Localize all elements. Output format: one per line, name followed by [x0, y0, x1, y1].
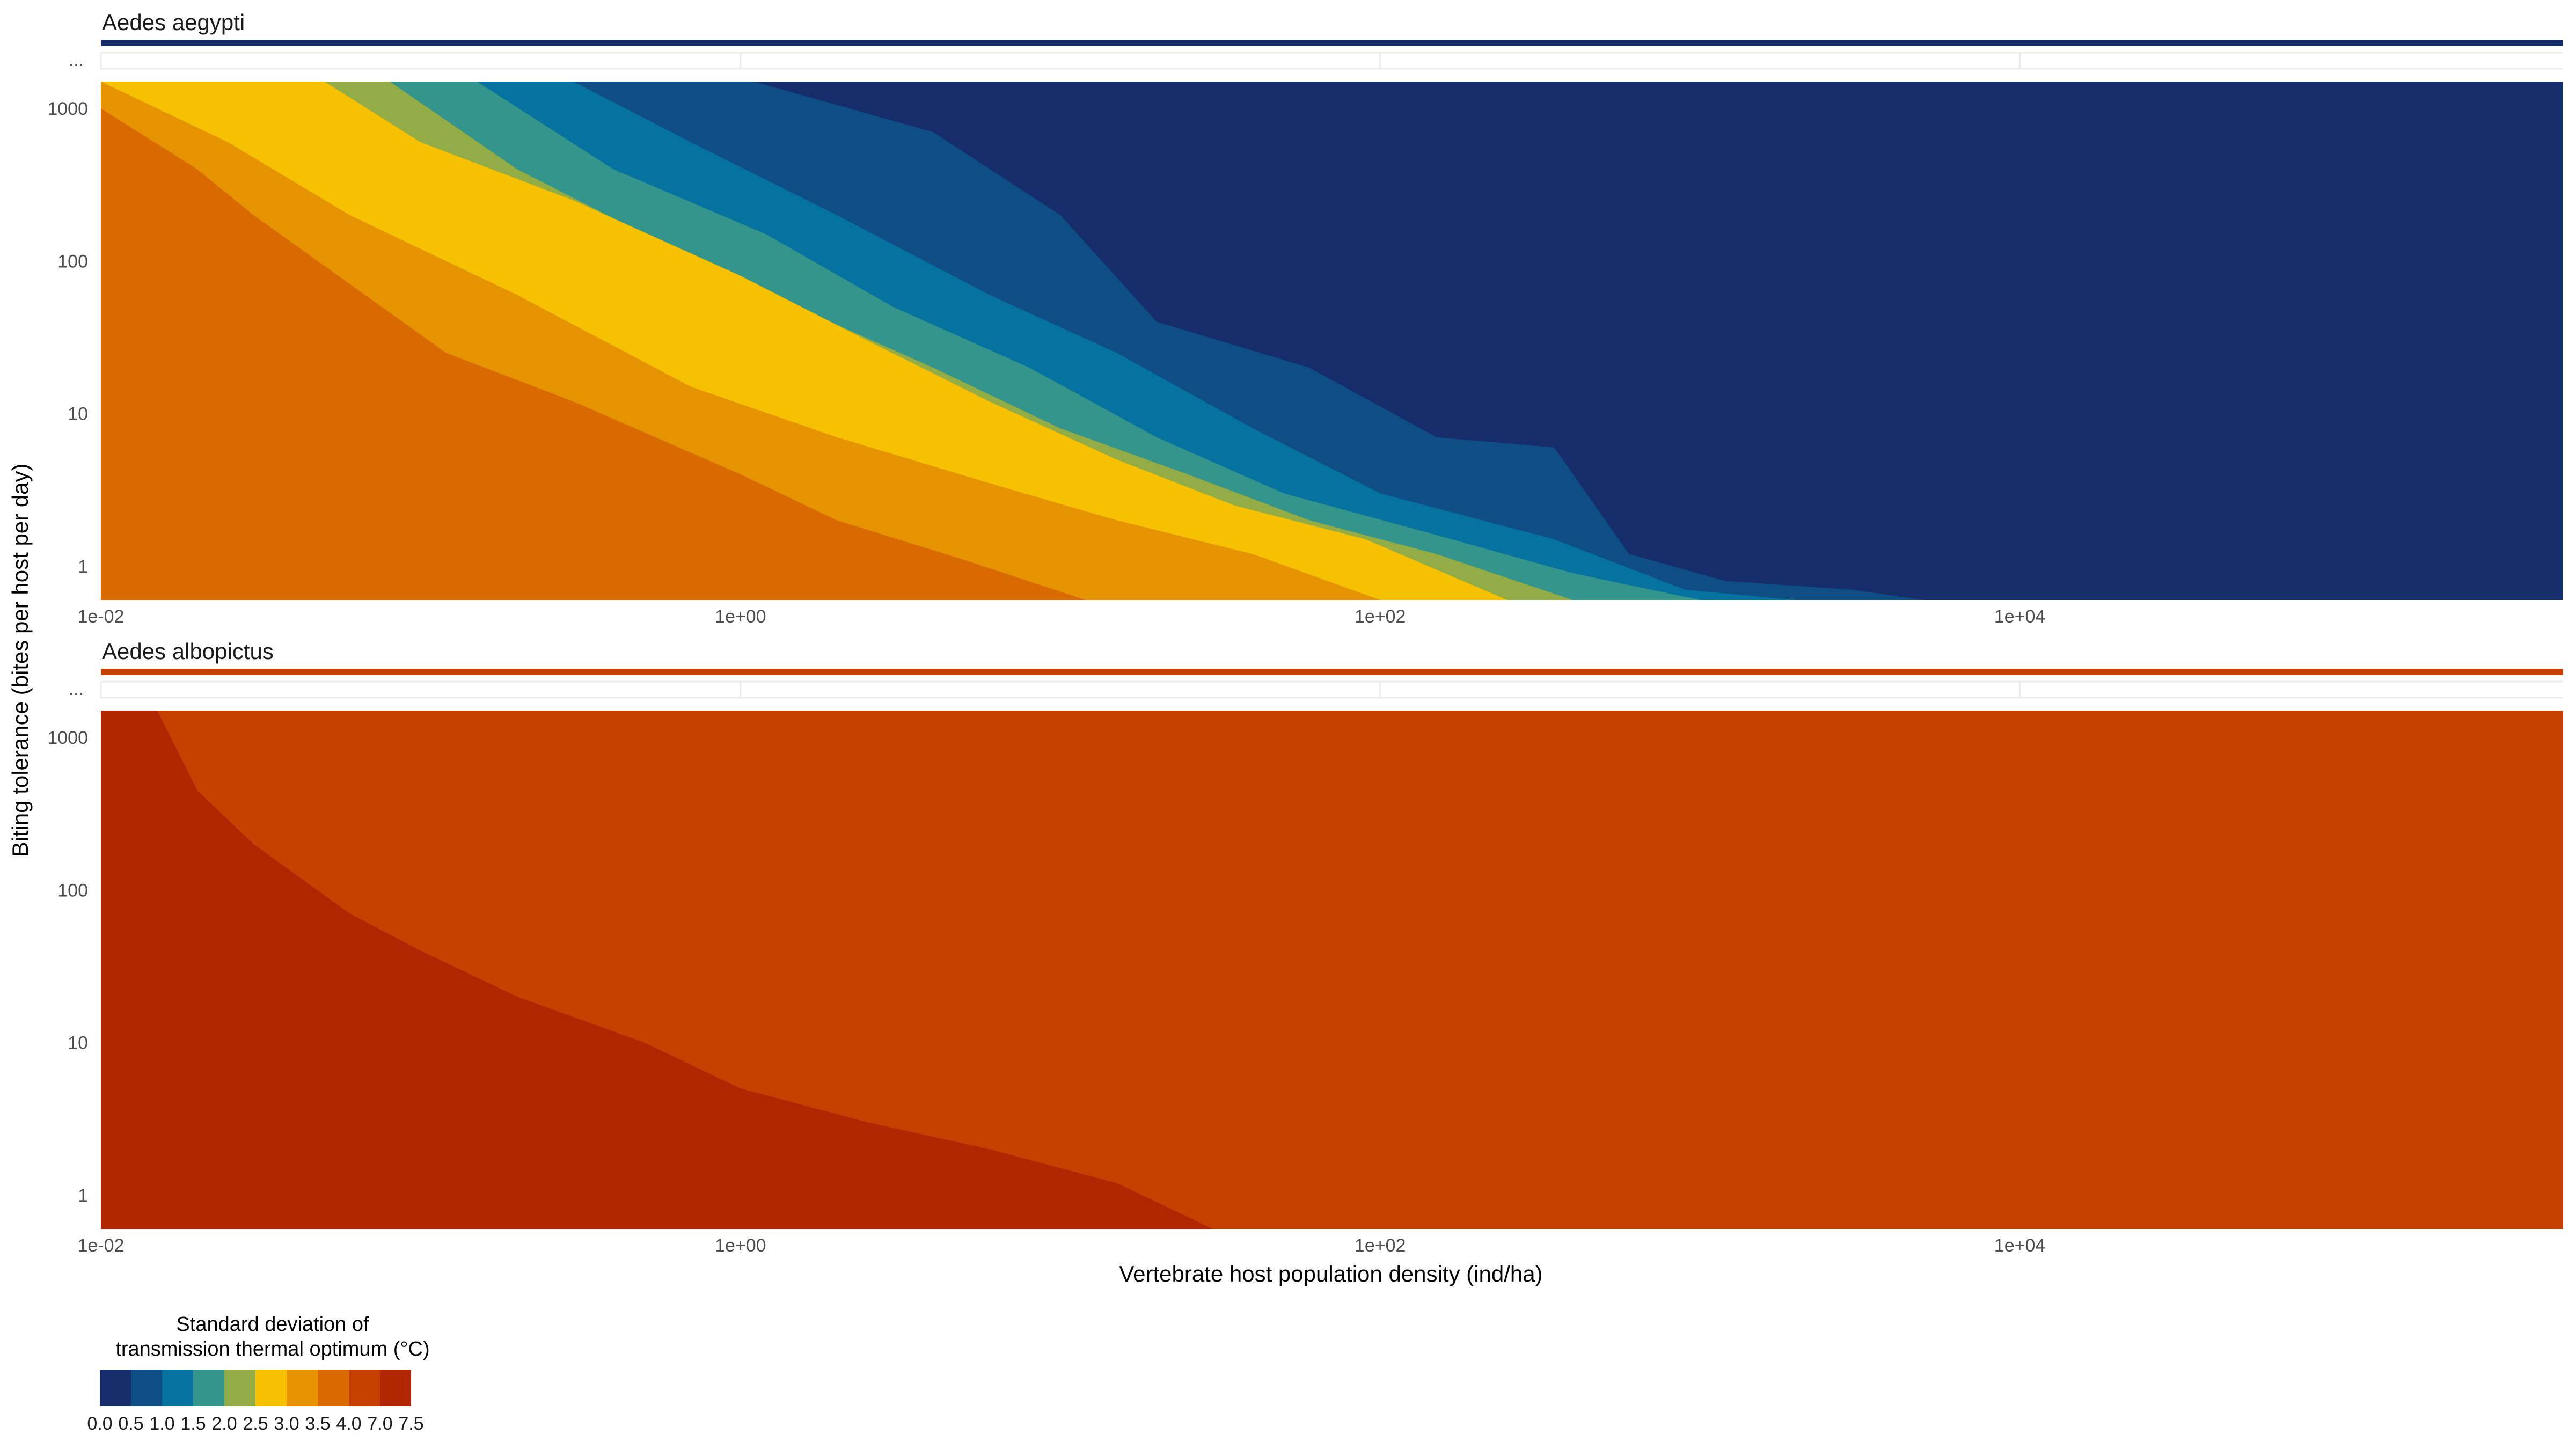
panel-strip-bar	[101, 669, 2563, 675]
legend-break-label: 4.0	[336, 1414, 361, 1434]
y-tick-label: 100	[57, 251, 88, 272]
panel-title: Aedes albopictus	[102, 639, 274, 664]
legend-title-line2: transmission thermal optimum (°C)	[115, 1338, 429, 1360]
x-tick-label: 1e+02	[1355, 1235, 1406, 1256]
color-legend: Standard deviation of transmission therm…	[87, 1313, 429, 1434]
legend-break-label: 3.0	[274, 1414, 299, 1434]
y-tick-label: 100	[57, 880, 88, 901]
x-tick-label: 1e+02	[1355, 606, 1406, 627]
legend-color-key	[380, 1370, 411, 1406]
y-tick-label: 10	[68, 404, 88, 425]
legend-break-label: 1.0	[149, 1414, 174, 1434]
y-tick-label-extra: ...	[69, 50, 84, 70]
legend-color-key	[287, 1370, 318, 1406]
x-tick-label: 1e-02	[78, 606, 125, 627]
legend-break-label: 2.5	[243, 1414, 268, 1434]
legend-break-label: 3.5	[305, 1414, 330, 1434]
legend-color-key	[131, 1370, 162, 1406]
y-tick-label: 1000	[47, 728, 88, 748]
y-tick-label-extra: ...	[69, 679, 84, 699]
panel-title: Aedes aegypti	[102, 10, 245, 35]
panel-strip-bar	[101, 40, 2563, 46]
x-axis-title: Vertebrate host population density (ind/…	[1119, 1261, 1542, 1286]
legend-break-label: 1.5	[180, 1414, 206, 1434]
legend-color-key	[224, 1370, 255, 1406]
y-tick-label: 10	[68, 1033, 88, 1053]
panel-aedes-aegypti: Aedes aegypti... 1 10 100 1000 1e-02 1e+00 1e+0…	[47, 10, 2563, 627]
legend-color-key	[318, 1370, 349, 1406]
y-tick-label: 1000	[47, 99, 88, 119]
legend-break-label: 2.0	[211, 1414, 237, 1434]
legend-break-label: 0.5	[118, 1414, 143, 1434]
y-axis-title: Biting tolerance (bites per host per day…	[8, 463, 33, 857]
legend-color-key	[255, 1370, 287, 1406]
x-tick-label: 1e-02	[78, 1235, 125, 1256]
contour-band	[101, 82, 1086, 600]
legend-color-key	[162, 1370, 193, 1406]
legend-break-label: 0.0	[87, 1414, 112, 1434]
legend-color-key	[349, 1370, 380, 1406]
x-tick-label: 1e+00	[715, 1235, 766, 1256]
x-tick-label: 1e+04	[1994, 1235, 2046, 1256]
legend-break-label: 7.0	[367, 1414, 392, 1434]
legend-title-line1: Standard deviation of	[176, 1313, 369, 1336]
y-tick-label: 1	[78, 557, 88, 577]
legend-break-label: 7.5	[398, 1414, 423, 1434]
x-tick-label: 1e+00	[715, 606, 766, 627]
x-tick-label: 1e+04	[1994, 606, 2046, 627]
legend-color-key	[100, 1370, 131, 1406]
legend-color-key	[193, 1370, 224, 1406]
panel-aedes-albopictus: Aedes albopictus... 1 10 100 1000 1e-02 1e+00 1…	[47, 639, 2563, 1256]
contour-band	[101, 711, 1213, 1229]
y-tick-label: 1	[78, 1185, 88, 1206]
